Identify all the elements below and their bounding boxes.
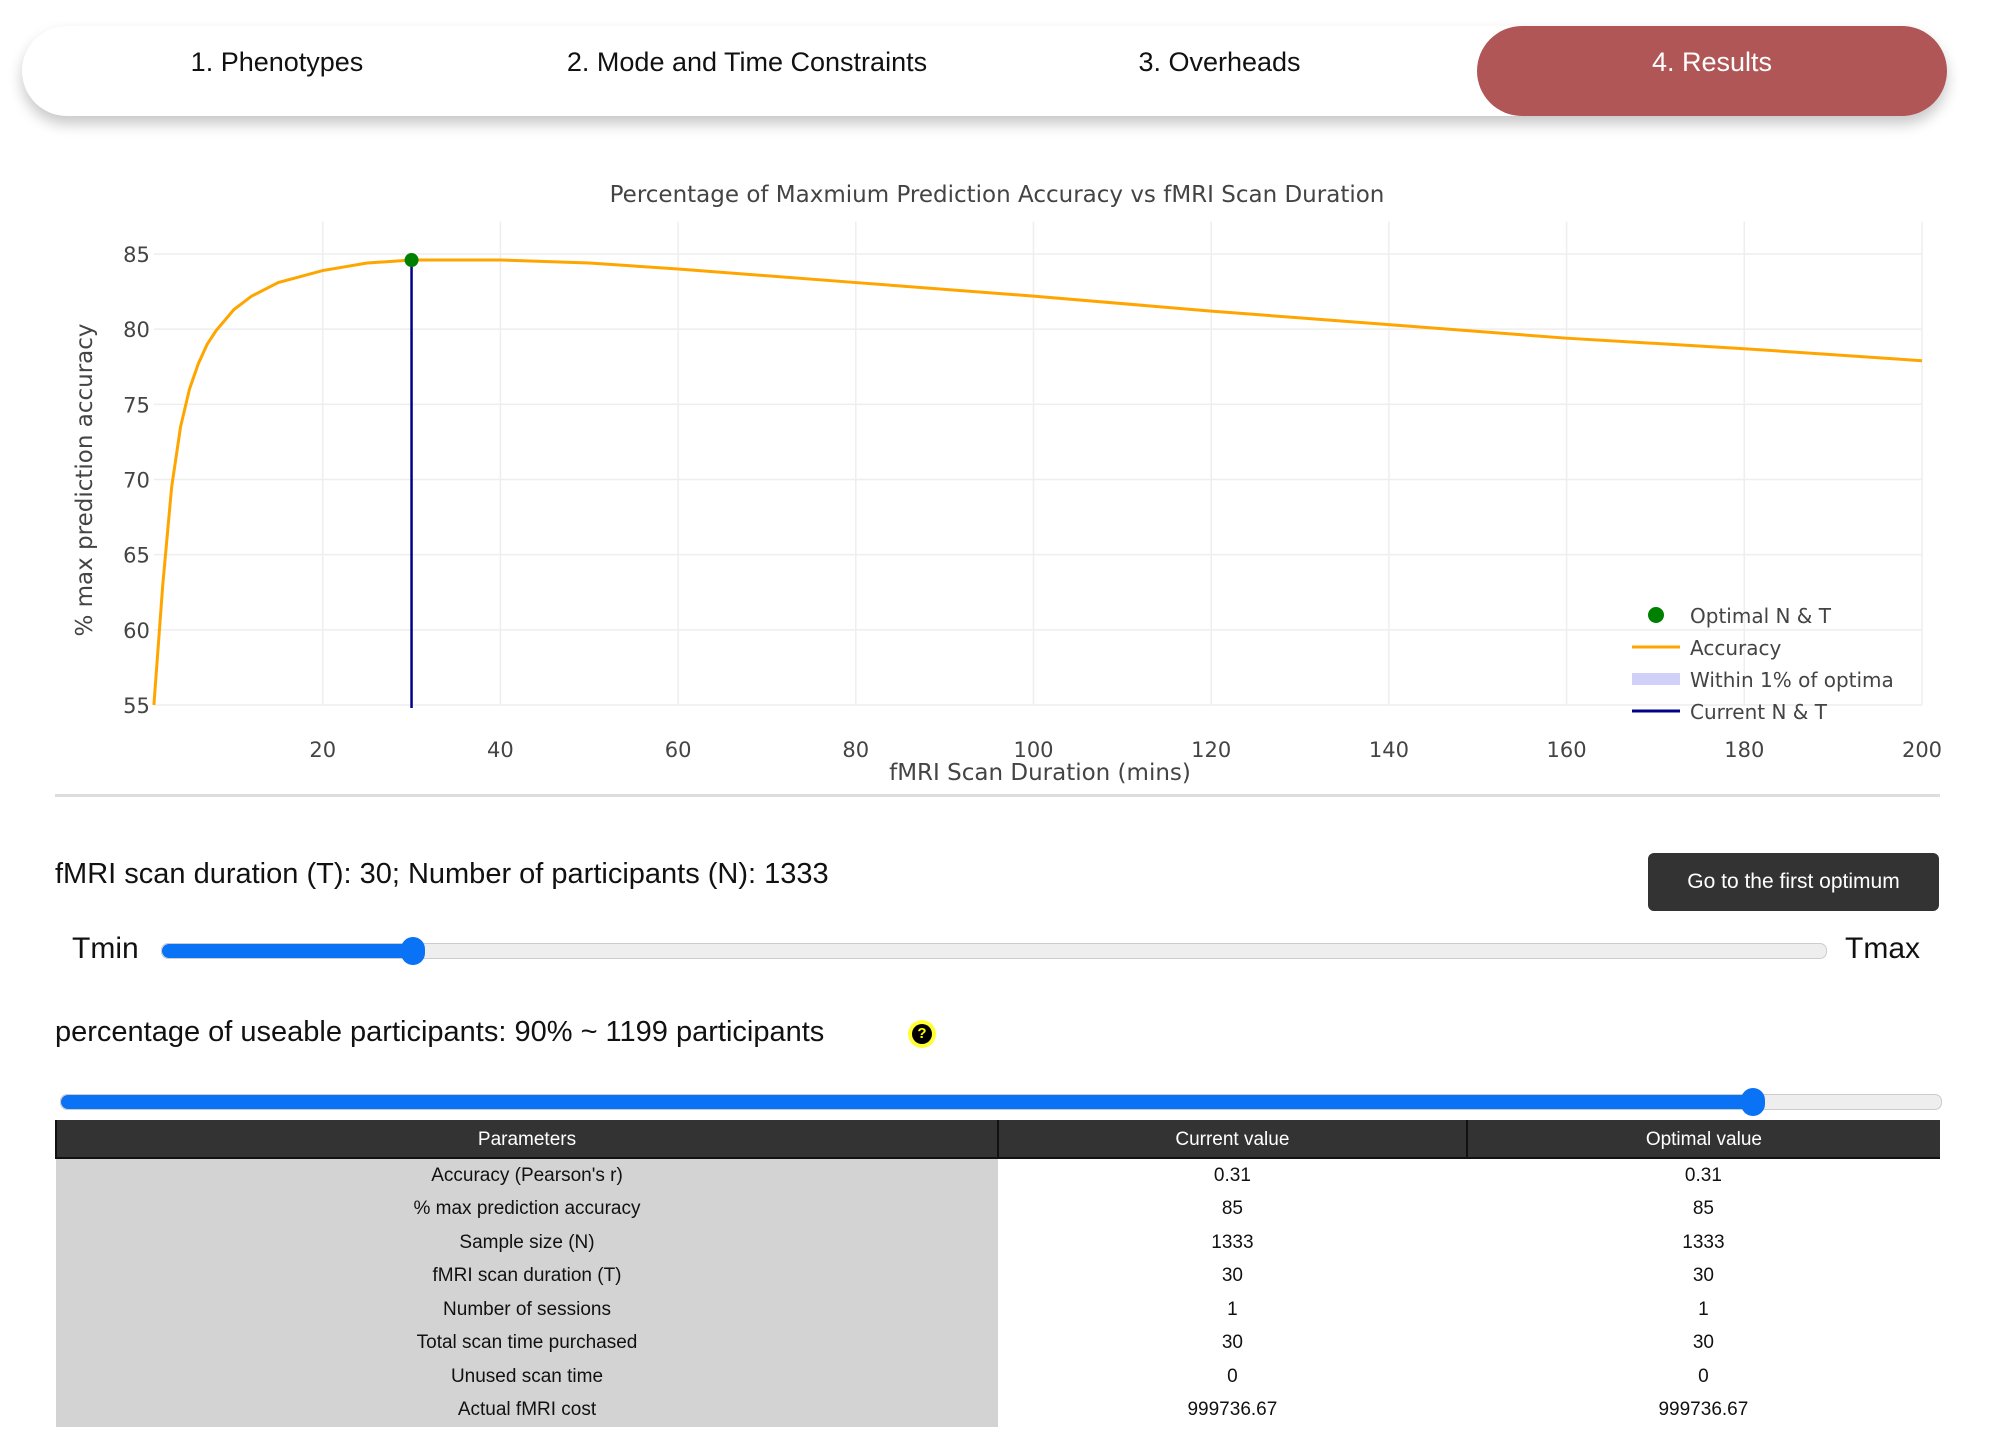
header-parameters: Parameters xyxy=(55,1120,998,1159)
tmax-label: Tmax xyxy=(1845,932,1920,965)
table-row: Actual fMRI cost 999736.67 999736.67 xyxy=(56,1393,1940,1427)
help-icon[interactable]: ? xyxy=(908,1020,936,1048)
optimal-value: 30 xyxy=(1692,1332,1714,1354)
param-name: Sample size (N) xyxy=(56,1226,998,1260)
param-name: % max prediction accuracy xyxy=(56,1192,998,1226)
optimal-value: 85 xyxy=(1692,1198,1714,1220)
slider-thumb[interactable] xyxy=(1741,1088,1765,1116)
accuracy-chart: 20 40 60 80 100 120 140 160 180 200 55 60 65 70 75 80 85… xyxy=(72,182,1942,786)
optimal-value: 1 xyxy=(1698,1298,1709,1320)
divider xyxy=(55,794,1940,797)
optimal-value: 0 xyxy=(1698,1365,1709,1387)
param-name: Unused scan time xyxy=(56,1360,998,1394)
x-tick-label: 120 xyxy=(1191,738,1231,762)
table-row: Number of sessions 1 1 xyxy=(56,1293,1940,1327)
status-text: fMRI scan duration (T): 30; Number of pa… xyxy=(55,858,829,890)
tmin-label: Tmin xyxy=(72,932,139,965)
optimal-point xyxy=(404,253,419,268)
current-value: 1 xyxy=(1227,1298,1238,1320)
optimal-value: 1333 xyxy=(1682,1231,1725,1253)
table-row: Accuracy (Pearson's r) 0.31 0.31 xyxy=(56,1158,1940,1193)
y-tick-label: 75 xyxy=(123,393,150,417)
y-tick-label: 70 xyxy=(123,469,150,493)
legend-label: Current N & T xyxy=(1690,700,1828,724)
param-name: Total scan time purchased xyxy=(56,1326,998,1360)
y-axis-label: % max prediction accuracy xyxy=(72,323,98,636)
param-name: Number of sessions xyxy=(56,1293,998,1327)
optimal-value: 0.31 xyxy=(1684,1164,1722,1186)
x-tick-label: 200 xyxy=(1902,738,1942,762)
table-row: Total scan time purchased 30 30 xyxy=(56,1326,1940,1360)
tab-overheads[interactable]: 3. Overheads xyxy=(1138,47,1301,77)
x-tick-label: 160 xyxy=(1547,738,1587,762)
x-tick-label: 100 xyxy=(1013,738,1053,762)
scan-duration-slider[interactable] xyxy=(161,937,1827,965)
header-current: Current value xyxy=(997,1120,1467,1159)
useable-participants-text: percentage of useable participants: 90% … xyxy=(55,1016,825,1048)
table-row: Sample size (N) 1333 1333 xyxy=(56,1226,1940,1260)
optimal-value: 999736.67 xyxy=(1658,1399,1749,1421)
x-tick-label: 60 xyxy=(665,738,692,762)
slider-fill xyxy=(61,1095,1753,1109)
param-name: Accuracy (Pearson's r) xyxy=(56,1158,998,1193)
accuracy-line xyxy=(152,258,1923,706)
optimal-value: 30 xyxy=(1692,1265,1714,1287)
current-value: 85 xyxy=(1221,1198,1243,1220)
chart-title: Percentage of Maxmium Prediction Accurac… xyxy=(610,182,1385,208)
x-tick-label: 40 xyxy=(487,738,514,762)
x-axis-label: fMRI Scan Duration (mins) xyxy=(889,760,1191,786)
current-value: 1333 xyxy=(1211,1231,1254,1253)
y-tick-label: 85 xyxy=(123,243,150,267)
legend-marker xyxy=(1648,607,1664,623)
current-value: 30 xyxy=(1221,1332,1243,1354)
y-tick-label: 55 xyxy=(123,694,150,718)
x-tick-label: 180 xyxy=(1724,738,1764,762)
current-value: 30 xyxy=(1221,1265,1243,1287)
table-row: fMRI scan duration (T) 30 30 xyxy=(56,1259,1940,1293)
current-value: 999736.67 xyxy=(1187,1399,1278,1421)
results-table: Parameters Current value Optimal value A… xyxy=(55,1120,1940,1427)
slider-thumb[interactable] xyxy=(401,937,425,965)
step-tabs: 1. Phenotypes 2. Mode and Time Constrain… xyxy=(22,26,1947,116)
current-value: 0.31 xyxy=(1213,1164,1251,1186)
legend-marker xyxy=(1632,673,1680,685)
tab-phenotypes[interactable]: 1. Phenotypes xyxy=(190,47,364,77)
y-tick-label: 65 xyxy=(123,544,150,568)
go-to-first-optimum-button[interactable]: Go to the first optimum xyxy=(1648,853,1939,911)
useable-participants-slider[interactable] xyxy=(60,1088,1942,1116)
help-icon-glyph: ? xyxy=(912,1024,932,1044)
table-row: Unused scan time 0 0 xyxy=(56,1360,1940,1394)
legend-label: Within 1% of optima xyxy=(1690,668,1894,692)
y-tick-label: 60 xyxy=(123,619,150,643)
legend-label: Optimal N & T xyxy=(1690,604,1832,628)
table-row: % max prediction accuracy 85 85 xyxy=(56,1192,1940,1226)
x-tick-label: 140 xyxy=(1369,738,1409,762)
y-tick-label: 80 xyxy=(123,318,150,342)
param-name: fMRI scan duration (T) xyxy=(56,1259,998,1293)
legend-label: Accuracy xyxy=(1690,636,1781,660)
tab-mode-time[interactable]: 2. Mode and Time Constraints xyxy=(566,47,928,77)
x-tick-label: 20 xyxy=(309,738,336,762)
tab-results[interactable]: 4. Results xyxy=(1477,26,1947,116)
slider-fill xyxy=(162,944,413,958)
x-tick-label: 80 xyxy=(842,738,869,762)
header-optimal: Optimal value xyxy=(1465,1120,1940,1159)
param-name: Actual fMRI cost xyxy=(56,1393,998,1427)
current-value: 0 xyxy=(1227,1365,1238,1387)
